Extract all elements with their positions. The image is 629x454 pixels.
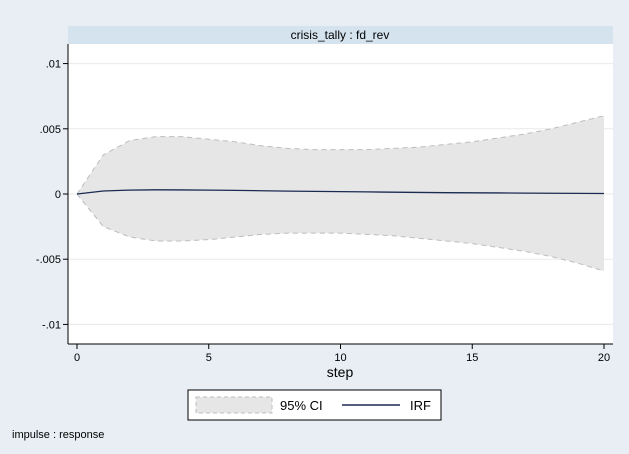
- ci-band: [77, 115, 604, 271]
- panel-title: crisis_tally : fd_rev: [291, 28, 390, 42]
- x-tick-label: 10: [334, 352, 346, 364]
- x-ticks: 0 5 10 15 20: [74, 344, 610, 364]
- y-tick-label: 0: [55, 189, 61, 201]
- ci-lower-bound: [76, 193, 605, 272]
- legend: 95% CI IRF: [187, 389, 442, 421]
- x-tick-label: 20: [598, 352, 610, 364]
- legend-label-ci: 95% CI: [280, 398, 323, 413]
- legend-swatch-ci: [195, 396, 273, 414]
- ci-upper-bound: [76, 115, 605, 195]
- y-tick-label: .01: [46, 59, 61, 71]
- y-ticks: .01 .005 0 -.005 -.01: [36, 59, 68, 331]
- irf-line-layer: [76, 189, 605, 195]
- x-tick-label: 5: [206, 352, 212, 364]
- x-tick-label: 0: [74, 352, 80, 364]
- ci-band-layer: [76, 115, 605, 272]
- legend-label-irf: IRF: [410, 398, 431, 413]
- panel-header-strip: [68, 26, 613, 44]
- y-tick-label: -.005: [36, 254, 61, 266]
- y-tick-label: -.01: [42, 319, 61, 331]
- graph-note: impulse : response: [12, 429, 104, 441]
- y-tick-label: .005: [40, 124, 61, 136]
- x-tick-label: 15: [466, 352, 478, 364]
- x-axis-title: step: [327, 364, 354, 380]
- irf-line: [76, 189, 605, 195]
